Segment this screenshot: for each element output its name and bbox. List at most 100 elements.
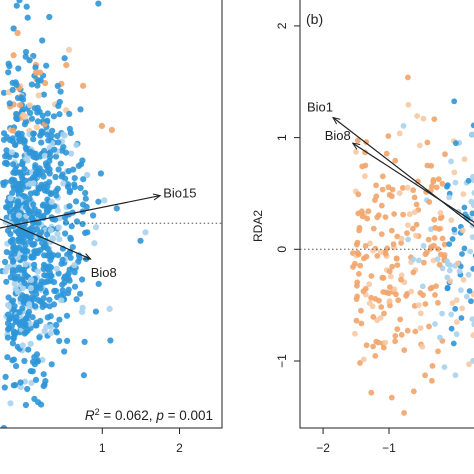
point xyxy=(9,86,16,93)
arrow-bio8 xyxy=(0,218,91,260)
point xyxy=(79,304,86,311)
point xyxy=(9,258,17,265)
point xyxy=(458,287,464,294)
point xyxy=(91,240,98,247)
point xyxy=(28,276,35,283)
point xyxy=(363,139,370,145)
point xyxy=(10,127,17,134)
point xyxy=(5,302,12,309)
point xyxy=(61,348,68,355)
point xyxy=(68,150,75,157)
point xyxy=(2,373,9,380)
point xyxy=(55,252,62,259)
point xyxy=(41,302,49,309)
point xyxy=(57,88,64,95)
point xyxy=(10,52,17,59)
point xyxy=(466,361,472,368)
point xyxy=(354,137,361,144)
point xyxy=(6,154,13,161)
point xyxy=(21,330,28,337)
point xyxy=(401,347,408,353)
point xyxy=(415,257,422,264)
point xyxy=(7,400,14,407)
point xyxy=(70,166,77,173)
point xyxy=(52,287,60,295)
point xyxy=(66,189,73,196)
point xyxy=(60,180,67,187)
point xyxy=(47,272,54,279)
point xyxy=(101,197,108,204)
point xyxy=(14,198,22,205)
point xyxy=(354,249,361,256)
point xyxy=(33,124,40,131)
point xyxy=(23,155,30,162)
point xyxy=(362,173,368,180)
arrow-bio8 xyxy=(353,143,474,223)
point xyxy=(461,245,468,252)
point xyxy=(21,255,28,262)
point xyxy=(380,344,387,351)
arrow-label-bio15: Bio15 xyxy=(163,186,196,201)
point xyxy=(82,229,89,236)
point xyxy=(388,227,395,234)
point xyxy=(82,189,89,197)
point xyxy=(71,175,78,182)
point xyxy=(34,358,42,365)
point xyxy=(380,173,386,180)
point xyxy=(387,284,393,290)
point xyxy=(367,240,373,247)
point xyxy=(453,297,460,303)
point xyxy=(77,106,84,113)
point xyxy=(425,236,432,243)
point xyxy=(55,102,62,109)
point xyxy=(392,157,399,164)
point xyxy=(53,265,60,272)
point xyxy=(79,157,86,164)
point xyxy=(68,223,75,230)
point xyxy=(454,319,460,325)
point xyxy=(2,268,9,275)
point xyxy=(14,273,21,280)
point xyxy=(16,0,23,4)
point xyxy=(35,77,42,84)
point xyxy=(446,241,453,248)
point xyxy=(471,190,474,196)
point xyxy=(92,308,99,315)
point xyxy=(4,354,11,361)
point xyxy=(410,225,416,232)
point xyxy=(52,173,59,181)
point xyxy=(7,201,14,209)
point xyxy=(385,133,392,140)
panel-b-x-ticks: −2 −1 xyxy=(316,428,396,455)
point xyxy=(446,194,452,201)
point xyxy=(9,267,16,274)
point xyxy=(56,316,63,323)
point xyxy=(386,290,392,297)
point xyxy=(69,244,76,251)
point xyxy=(461,204,468,211)
panel-a-arrows: Bio15 Bio8 xyxy=(0,186,196,280)
point xyxy=(86,434,92,440)
point xyxy=(21,140,28,147)
point xyxy=(398,235,405,242)
point xyxy=(379,186,386,193)
point xyxy=(387,273,394,280)
point xyxy=(32,303,39,310)
point xyxy=(454,260,461,267)
point xyxy=(52,328,60,335)
point xyxy=(374,317,380,324)
point xyxy=(378,231,385,238)
point xyxy=(431,242,437,249)
point xyxy=(470,173,474,180)
point xyxy=(406,211,413,218)
point xyxy=(0,130,8,137)
point xyxy=(404,327,411,334)
point xyxy=(452,305,459,312)
point xyxy=(55,166,62,173)
point xyxy=(26,102,33,109)
point xyxy=(430,178,437,185)
point xyxy=(411,209,418,216)
point xyxy=(373,182,379,189)
